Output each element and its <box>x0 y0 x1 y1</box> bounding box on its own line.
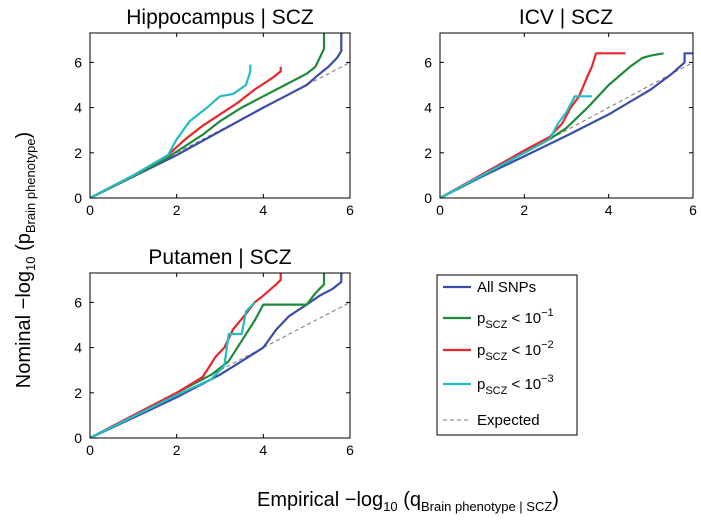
series-line-3 <box>90 301 256 438</box>
y-tick-label: 4 <box>74 100 82 116</box>
series-line-3 <box>90 64 252 198</box>
y-tick-label: 6 <box>424 54 432 70</box>
x-tick-label: 6 <box>346 202 354 218</box>
axes-box <box>89 32 351 199</box>
axes-box <box>89 272 351 439</box>
x-tick-label: 2 <box>173 442 181 458</box>
series-group <box>440 52 693 198</box>
series-line-2 <box>440 52 626 198</box>
x-tick-label: 6 <box>346 442 354 458</box>
series-group <box>90 33 350 198</box>
x-tick-label: 0 <box>436 202 444 218</box>
legend-label: Expected <box>477 412 540 429</box>
series-line-0 <box>90 273 343 438</box>
series-line-0 <box>90 33 343 198</box>
series-group <box>90 273 350 438</box>
x-tick-label: 2 <box>520 202 528 218</box>
legend-label: pSCZ < 10−3 <box>477 373 554 397</box>
x-tick-label: 4 <box>605 202 613 218</box>
y-tick-label: 4 <box>74 340 82 356</box>
y-tick-label: 2 <box>424 145 432 161</box>
y-tick-label: 0 <box>424 190 432 206</box>
y-axis-label: Nominal −log10 (pBrain phenotype) <box>13 132 38 388</box>
y-tick-label: 0 <box>74 190 82 206</box>
panel-title: Hippocampus | SCZ <box>126 6 314 29</box>
y-tick-label: 2 <box>74 145 82 161</box>
axes-box <box>439 32 694 199</box>
x-axis-label: Empirical −log10 (qBrain phenotype | SCZ… <box>257 489 559 514</box>
x-tick-label: 0 <box>86 442 94 458</box>
series-line-1 <box>90 33 326 198</box>
y-tick-label: 6 <box>74 294 82 310</box>
panel-title: ICV | SCZ <box>519 6 613 29</box>
panel-putamen: Putamen | SCZ 0 2 4 6 0 2 4 6 <box>74 246 354 458</box>
y-tick-label: 4 <box>424 100 432 116</box>
series-line-3 <box>440 95 592 198</box>
y-tick-label: 2 <box>74 385 82 401</box>
legend: All SNPs pSCZ < 10−1 pSCZ < 10−2 pSCZ < 10−… <box>436 274 578 436</box>
panel-title: Putamen | SCZ <box>148 246 291 269</box>
legend-label: pSCZ < 10−1 <box>477 307 554 331</box>
legend-label: pSCZ < 10−2 <box>477 339 554 363</box>
x-tick-label: 2 <box>173 202 181 218</box>
x-tick-label: 4 <box>259 202 267 218</box>
y-tick-label: 0 <box>74 430 82 446</box>
x-tick-label: 6 <box>689 202 697 218</box>
x-tick-label: 0 <box>86 202 94 218</box>
series-line-0 <box>440 52 693 198</box>
y-tick-label: 6 <box>74 54 82 70</box>
series-line-2 <box>90 273 282 438</box>
plot-area <box>90 273 350 438</box>
panel-hippocampus: Hippocampus | SCZ 0 2 4 6 0 2 4 6 <box>74 6 354 218</box>
series-line-expected <box>440 61 693 198</box>
panel-icv: ICV | SCZ 0 2 4 6 0 2 4 6 <box>424 6 697 218</box>
legend-box <box>436 274 578 436</box>
legend-label: All SNPs <box>477 279 536 296</box>
x-tick-label: 4 <box>259 442 267 458</box>
